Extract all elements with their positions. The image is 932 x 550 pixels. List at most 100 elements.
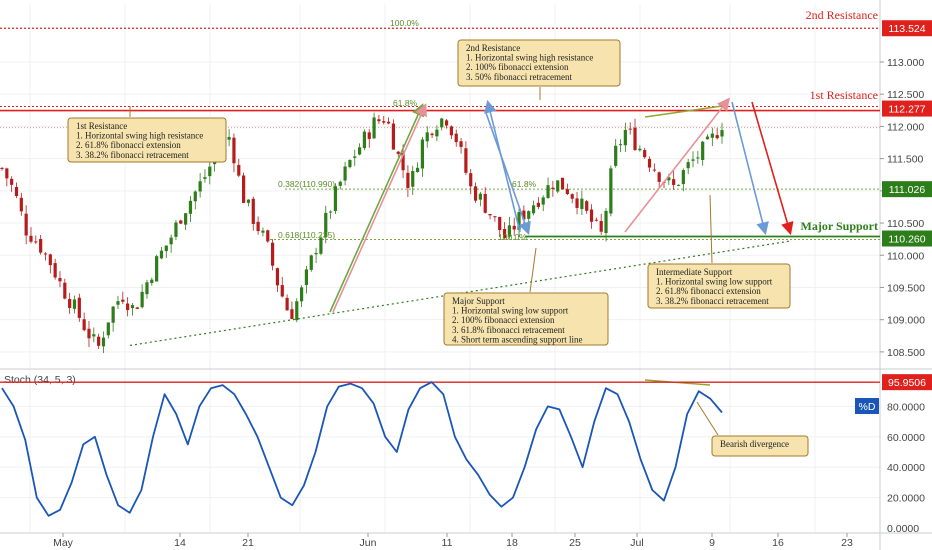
candle-body bbox=[87, 328, 91, 339]
candle bbox=[585, 199, 589, 214]
oscillator-series-tag-bg bbox=[855, 398, 879, 414]
candle-body bbox=[208, 166, 212, 177]
annotation-box bbox=[67, 117, 227, 163]
candle bbox=[710, 127, 714, 147]
candle bbox=[246, 199, 251, 207]
candle-body bbox=[473, 186, 478, 201]
candle bbox=[304, 265, 309, 294]
candle-body bbox=[406, 172, 410, 188]
oscillator-tick-label: 20.0000 bbox=[887, 493, 925, 505]
candle-body bbox=[522, 210, 526, 220]
candle-body bbox=[565, 189, 569, 195]
candle bbox=[633, 118, 637, 152]
price-tick-label: 112.000 bbox=[887, 121, 924, 133]
candle bbox=[275, 267, 280, 293]
candle-body bbox=[353, 156, 357, 158]
price-tick-label: 113.000 bbox=[887, 57, 924, 69]
candle-body bbox=[92, 334, 96, 337]
candle-body bbox=[275, 268, 280, 286]
projection-arrow bbox=[731, 101, 769, 236]
candle-body bbox=[164, 245, 168, 252]
candle bbox=[652, 163, 656, 173]
candle bbox=[261, 227, 265, 237]
annotation-text: 2nd Resistance bbox=[466, 43, 520, 53]
candle bbox=[580, 190, 584, 215]
candle bbox=[478, 191, 482, 207]
candle-body bbox=[184, 213, 188, 225]
annotation-text: 1st Resistance bbox=[76, 121, 127, 131]
candle bbox=[391, 119, 396, 150]
candle bbox=[92, 327, 96, 343]
candle-body bbox=[338, 181, 342, 186]
candle-body bbox=[72, 299, 77, 309]
candle bbox=[425, 126, 429, 148]
candle-body bbox=[227, 136, 231, 140]
annotation-text: 1. Horizontal swing low support bbox=[452, 306, 569, 316]
candle-body bbox=[633, 127, 637, 150]
candle-body bbox=[585, 201, 589, 211]
candle bbox=[502, 222, 507, 239]
candle bbox=[348, 159, 352, 169]
candle bbox=[285, 294, 289, 311]
major-support-price-tag-bg bbox=[882, 230, 932, 247]
oscillator-resistance-tag-bg bbox=[882, 374, 932, 391]
candle bbox=[319, 234, 323, 256]
candle bbox=[454, 129, 458, 147]
candle-body bbox=[382, 121, 386, 123]
candle bbox=[623, 122, 627, 153]
second-resistance-label: 2nd Resistance bbox=[806, 8, 878, 22]
candle-body bbox=[551, 187, 555, 189]
candle-body bbox=[507, 225, 511, 237]
oscillator-title: Stoch (34, 5, 3) bbox=[4, 374, 76, 386]
candle bbox=[618, 139, 623, 153]
candle-body bbox=[705, 136, 710, 140]
second-resistance-price-tag-bg bbox=[882, 20, 932, 37]
candle bbox=[556, 180, 560, 194]
candle-body bbox=[628, 128, 632, 130]
candle-body bbox=[203, 177, 207, 179]
candle bbox=[527, 210, 531, 223]
oscillator-tick-label: 80.0000 bbox=[887, 401, 925, 413]
candle bbox=[420, 136, 425, 178]
candle-body bbox=[502, 229, 507, 239]
price-tick-label: 109.500 bbox=[887, 282, 925, 294]
time-tick-label: 21 bbox=[242, 537, 254, 549]
candle bbox=[174, 220, 178, 241]
candle bbox=[498, 216, 502, 238]
candle bbox=[150, 277, 154, 286]
intermediate-support-price-tag: 111.026 bbox=[889, 184, 926, 196]
candle bbox=[430, 132, 434, 139]
candle-body bbox=[435, 129, 439, 137]
candle bbox=[338, 180, 342, 190]
candle bbox=[372, 112, 376, 139]
candle-body bbox=[256, 221, 260, 232]
fib-level-label: 100.0% bbox=[498, 232, 527, 242]
candle-body bbox=[116, 301, 120, 305]
candle-body bbox=[459, 141, 463, 147]
first-resistance-price-tag: 112.277 bbox=[888, 104, 925, 116]
time-tick-label: 23 bbox=[841, 537, 853, 549]
candle bbox=[116, 295, 120, 309]
candle bbox=[681, 168, 685, 192]
price-tick-label: 112.500 bbox=[887, 89, 924, 101]
candle bbox=[29, 227, 33, 244]
time-tick-label: 16 bbox=[772, 537, 784, 549]
candle-body bbox=[652, 169, 656, 171]
candle bbox=[604, 208, 608, 242]
candle-body bbox=[169, 237, 173, 245]
candle-body bbox=[309, 255, 313, 270]
candle-body bbox=[681, 170, 685, 185]
candle-body bbox=[135, 307, 139, 309]
candle bbox=[39, 234, 43, 255]
candle bbox=[179, 219, 183, 225]
candle bbox=[551, 180, 555, 197]
candle-body bbox=[39, 238, 43, 253]
candle-body bbox=[155, 256, 159, 282]
candle bbox=[676, 184, 681, 187]
candle-body bbox=[43, 253, 48, 255]
annotation-text: 3. 50% fibonacci retracement bbox=[466, 72, 572, 82]
candle bbox=[227, 129, 231, 147]
candle-body bbox=[290, 309, 294, 320]
candle-body bbox=[280, 285, 284, 297]
candle bbox=[280, 276, 284, 298]
